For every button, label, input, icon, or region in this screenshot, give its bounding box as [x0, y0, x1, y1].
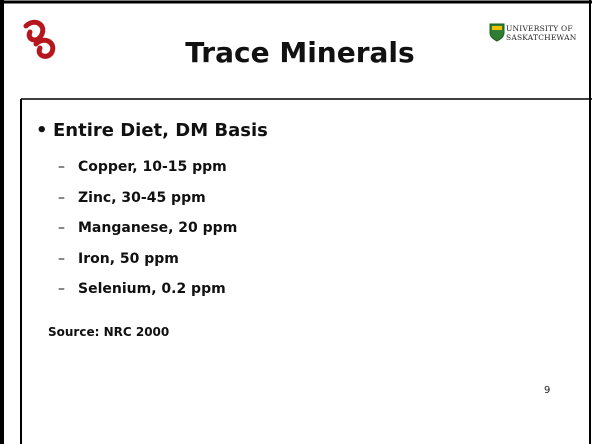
university-line: SASKATCHEWAN — [506, 33, 577, 42]
university-shield — [489, 23, 505, 42]
sub-item: Selenium, 0.2 ppm — [58, 279, 237, 310]
source: Source: NRC 2000 — [48, 325, 170, 339]
bullet-text: Entire Diet, DM Basis — [53, 120, 268, 141]
university-line: UNIVERSITY OF — [506, 24, 573, 33]
bullet: Entire Diet, DM Basis — [36, 120, 268, 141]
sub-item: Manganese, 20 ppm — [58, 218, 237, 249]
page-number: 9 — [544, 385, 551, 396]
sub-item: Iron, 50 ppm — [58, 249, 237, 280]
sub-item: Copper, 10-15 ppm — [58, 157, 237, 188]
slide-title: Trace Minerals — [185, 36, 415, 69]
university-name: UNIVERSITY OF SASKATCHEWAN — [506, 24, 576, 42]
sub-item: Zinc, 30-45 ppm — [58, 188, 237, 219]
swirl-logo — [23, 19, 56, 59]
sub-list: Copper, 10-15 ppmZinc, 30-45 ppmManganes… — [58, 157, 237, 310]
